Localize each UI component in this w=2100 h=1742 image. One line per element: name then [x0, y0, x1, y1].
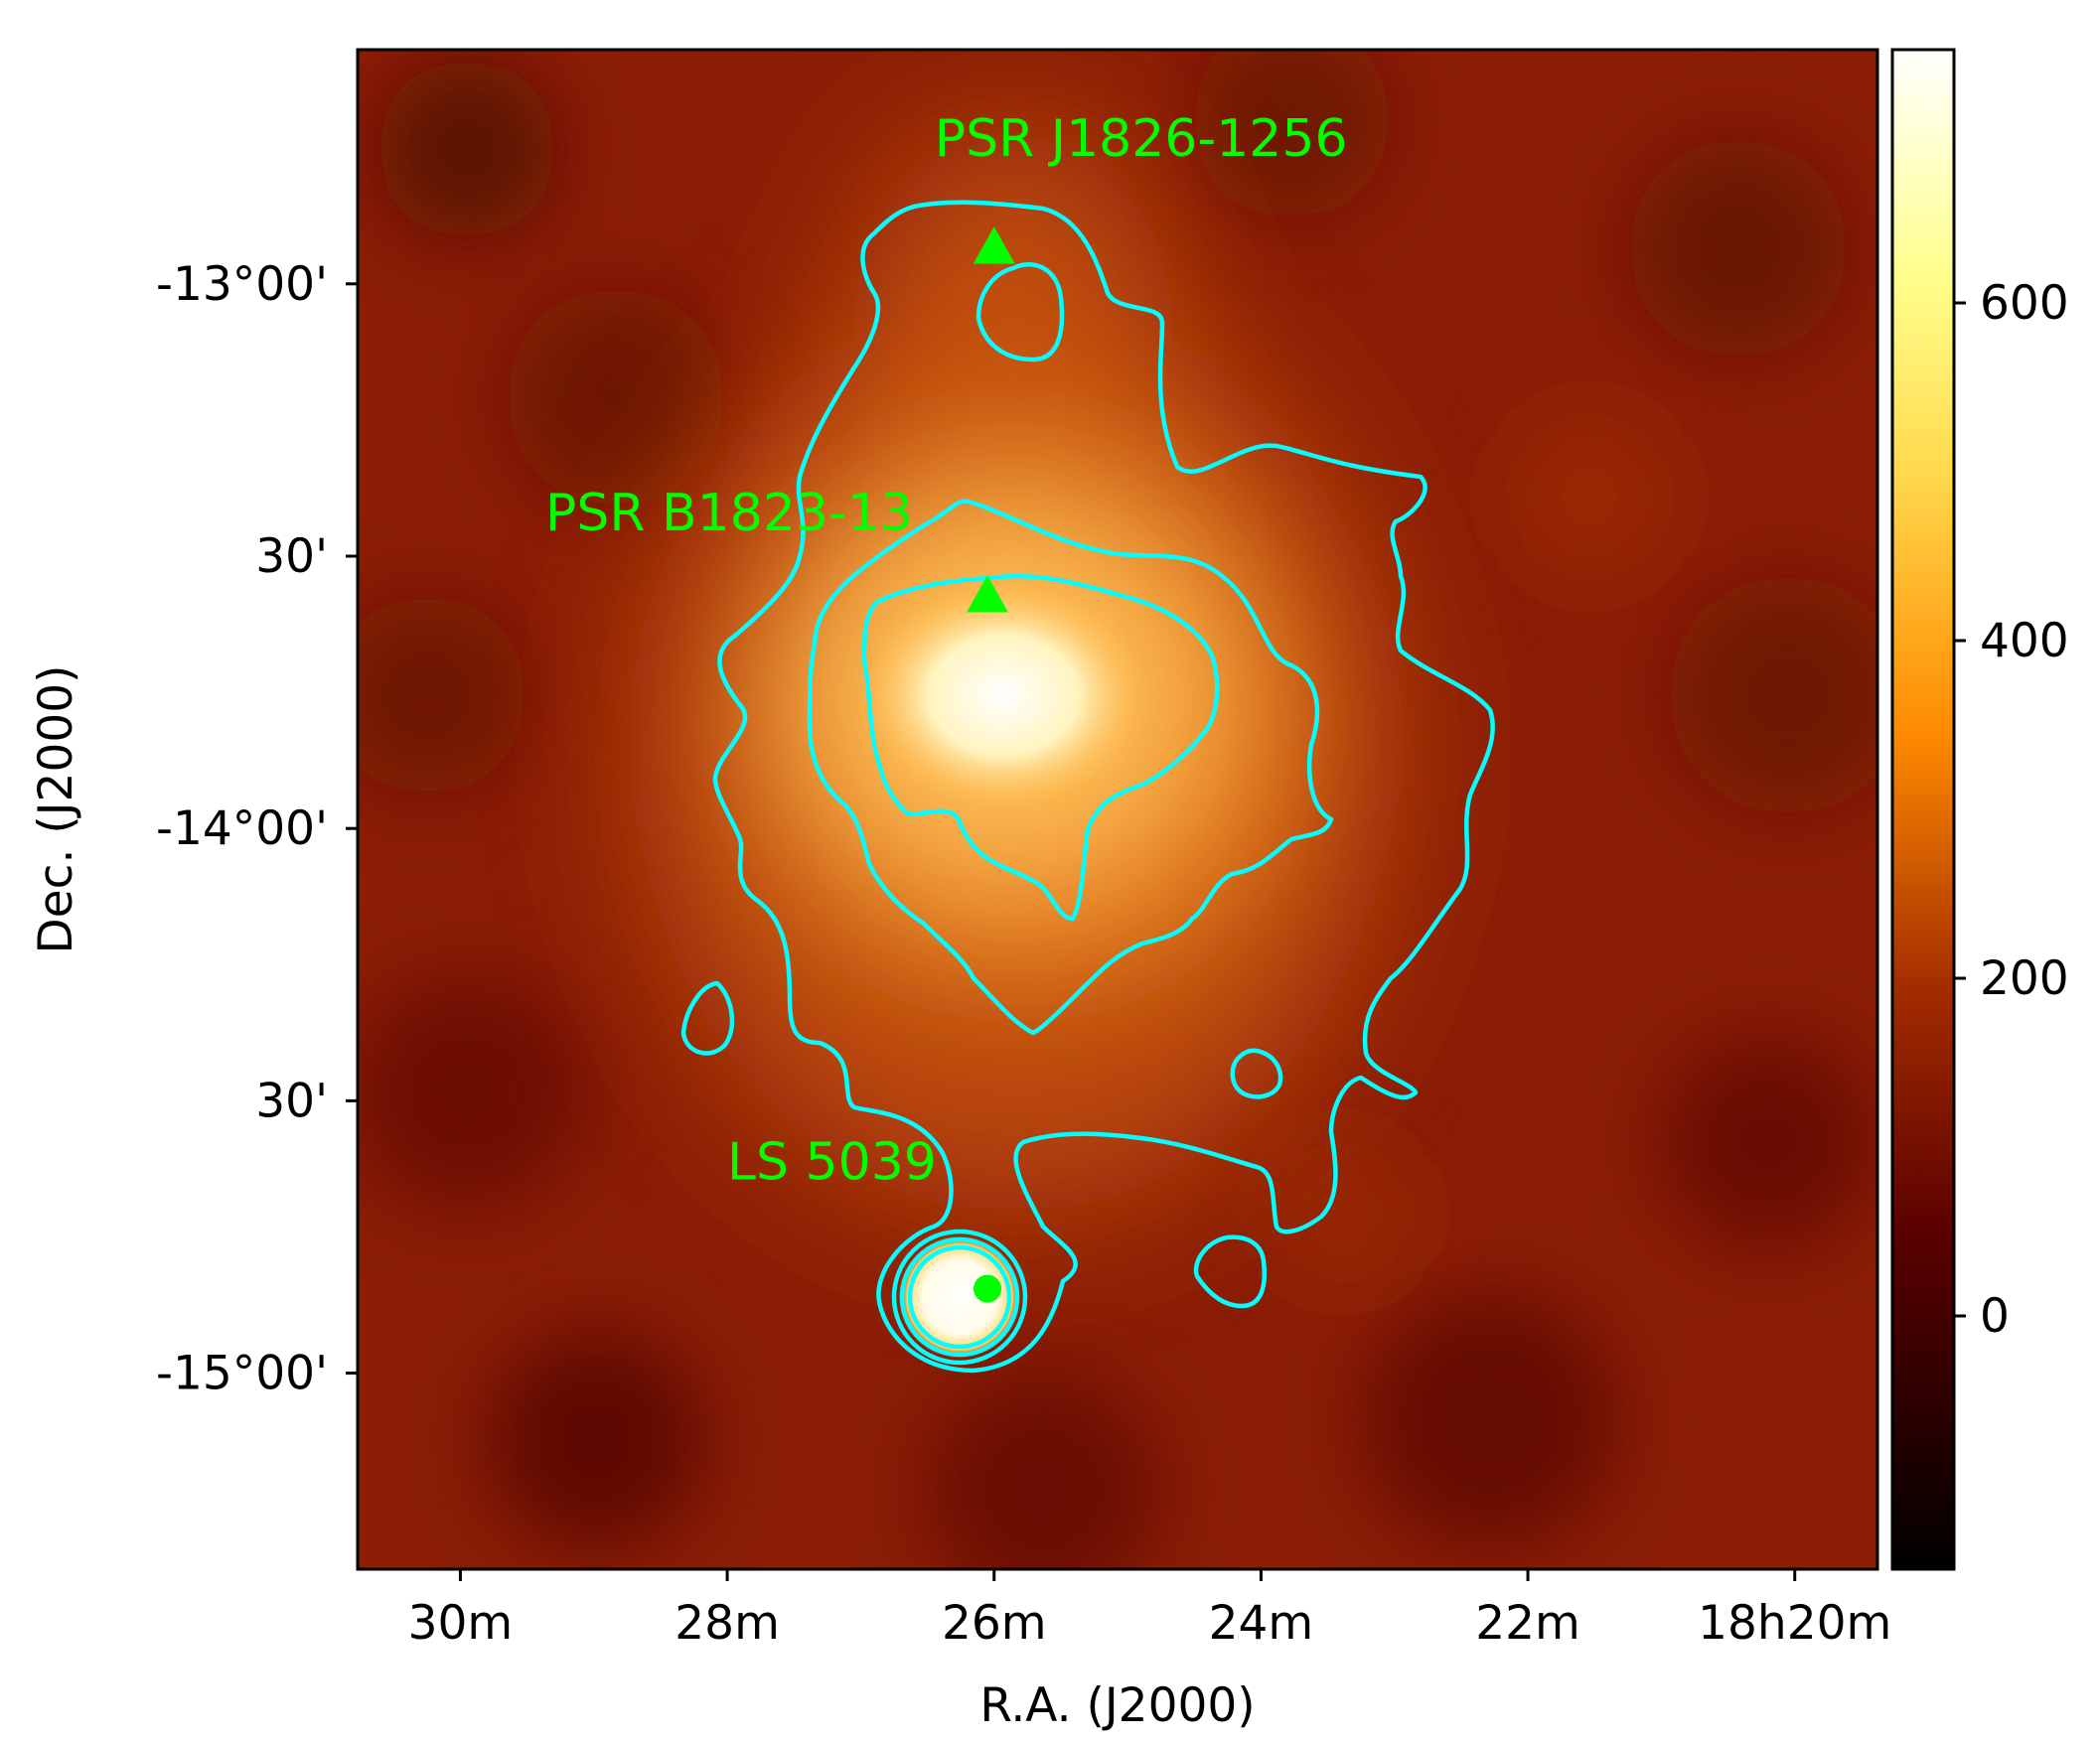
x-tick-label-5: 18h20m: [1698, 1596, 1891, 1651]
contour-ls5039-3: [891, 1229, 1028, 1366]
y-tick-label-1: 30': [255, 529, 328, 584]
y-tick-label-3: 30': [255, 1074, 328, 1128]
x-tick-label-0: 30m: [408, 1596, 514, 1651]
axes: 30m 28m 26m 24m 22m 18h20m -13°00' 30' -14°00' 30…: [156, 257, 2069, 1651]
background-mottling: [358, 50, 1877, 1569]
contour-left-island: [680, 980, 735, 1056]
plot-frame: [356, 48, 1879, 1571]
contour-lower-right-island: [1193, 1234, 1267, 1309]
source-marker-2: [974, 1274, 1002, 1303]
y-tick-label-4: -15°00': [156, 1347, 328, 1401]
contour-middle: [807, 499, 1334, 1036]
x-tick-label-3: 24m: [1209, 1596, 1314, 1651]
source-marker-1: [967, 575, 1008, 613]
ls5039-emission: [898, 1235, 1021, 1359]
colorbar-tick-label-0: 0: [1980, 1289, 2010, 1344]
colorbar-tick-label-2: 400: [1980, 614, 2069, 668]
colorbar-tick-label-3: 600: [1980, 276, 2069, 331]
contour-outer: [712, 200, 1495, 1374]
y-tick-label-0: -13°00': [156, 257, 328, 312]
y-axis-title: Dec. (J2000): [29, 665, 83, 954]
x-tick-label-2: 26m: [942, 1596, 1047, 1651]
source-markers: [967, 226, 1015, 1303]
contour-right-island: [1230, 1048, 1283, 1099]
contour-ls5039-2: [899, 1236, 1020, 1358]
contour-ls5039-1: [907, 1244, 1012, 1350]
x-axis-title: R.A. (J2000): [979, 1678, 1255, 1733]
colorbar: [1890, 48, 1956, 1571]
source-marker-0: [973, 226, 1015, 264]
x-tick-label-1: 28m: [675, 1596, 780, 1651]
contours: [680, 200, 1495, 1374]
source-label-0: PSR J1826-1256: [935, 109, 1348, 169]
contour-top-island: [975, 262, 1065, 363]
source-label-2: LS 5039: [727, 1133, 937, 1193]
heatmap-image: [358, 50, 1877, 1569]
y-tick-label-2: -14°00': [156, 801, 328, 856]
source-label-1: PSR B1823-13: [545, 484, 913, 543]
colorbar-tick-label-1: 200: [1980, 951, 2069, 1006]
emission-core: [854, 576, 1152, 814]
x-tick-label-4: 22m: [1475, 1596, 1580, 1651]
contour-inner: [861, 573, 1220, 922]
